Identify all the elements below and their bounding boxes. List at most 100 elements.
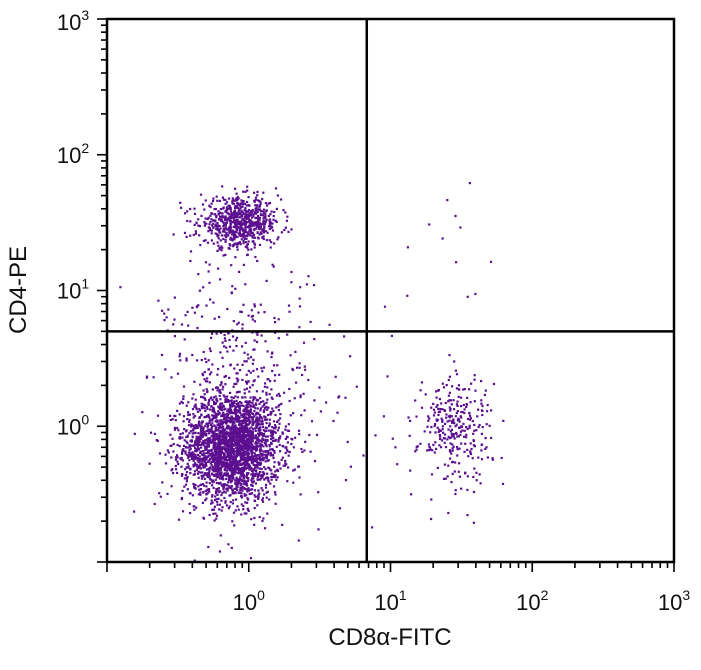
data-point [216,241,219,244]
data-point [270,388,273,391]
data-point [229,436,232,439]
data-point [480,380,483,383]
data-point [261,500,265,503]
data-point [181,473,184,476]
data-point [241,396,244,399]
data-point [214,427,217,431]
data-point [193,446,197,450]
data-point [303,409,306,412]
data-point [426,449,429,452]
data-point [216,199,219,202]
data-point [204,261,208,264]
data-point [152,376,155,379]
data-point [185,471,189,474]
data-point [247,487,250,490]
data-point [218,199,221,202]
data-point [240,202,243,205]
data-point [262,517,265,520]
data-point [343,335,346,338]
data-point [232,233,235,237]
data-point [261,228,264,231]
data-point [287,466,290,469]
data-point [245,457,249,460]
data-point [269,221,272,224]
data-point [203,221,206,224]
data-point [207,449,210,452]
data-point [201,501,204,504]
data-point [247,437,251,440]
data-point [263,222,266,225]
data-point [194,464,197,467]
data-point [233,243,236,246]
data-point [468,182,471,185]
data-point [240,427,243,430]
data-point [445,413,448,416]
data-point [207,216,210,219]
data-point [254,204,257,207]
data-point [247,509,250,512]
data-point [246,231,249,234]
data-point [210,456,213,459]
data-point [195,450,198,453]
data-point [246,402,249,406]
data-point [208,469,211,473]
data-point [230,264,233,267]
data-point [308,433,311,437]
data-point [252,397,255,401]
data-point [270,241,273,244]
data-point [485,423,488,426]
data-point [184,314,187,317]
data-point [230,238,233,241]
data-point [264,418,267,421]
data-point [227,197,231,200]
data-point [195,408,198,411]
data-point [185,359,188,362]
data-point [282,209,285,212]
data-point [217,449,220,452]
data-point [197,422,200,425]
data-point [198,435,201,438]
data-point [309,320,312,323]
data-point [228,444,231,447]
data-point [210,405,213,408]
data-point [199,433,202,436]
data-point [253,452,256,455]
data-point [237,409,241,412]
data-point [220,249,223,252]
data-point [245,512,248,515]
data-point [231,436,234,439]
data-point [231,197,234,200]
data-point [245,446,248,449]
data-point [466,295,469,298]
data-point [224,215,227,218]
data-point [213,519,216,522]
data-point [456,454,459,457]
data-point [394,446,397,449]
data-point [220,499,223,502]
data-point [242,422,245,425]
data-point [236,472,240,475]
data-point [206,442,209,445]
data-point [484,447,487,450]
data-point [186,210,189,213]
data-point [484,437,487,440]
data-point [163,319,166,322]
data-point [248,418,251,421]
data-point [254,396,257,399]
data-point [180,206,183,209]
data-point [238,211,242,214]
data-point [264,486,268,489]
data-point [201,483,204,486]
data-point [236,222,239,225]
data-point [193,405,196,408]
data-point [237,209,240,213]
data-point [229,419,232,422]
data-point [454,214,457,218]
data-point [212,416,215,419]
data-point [251,236,254,239]
data-point [246,443,249,446]
data-point [228,485,231,488]
data-point [424,393,427,396]
data-point [257,199,260,202]
data-point [189,207,192,211]
